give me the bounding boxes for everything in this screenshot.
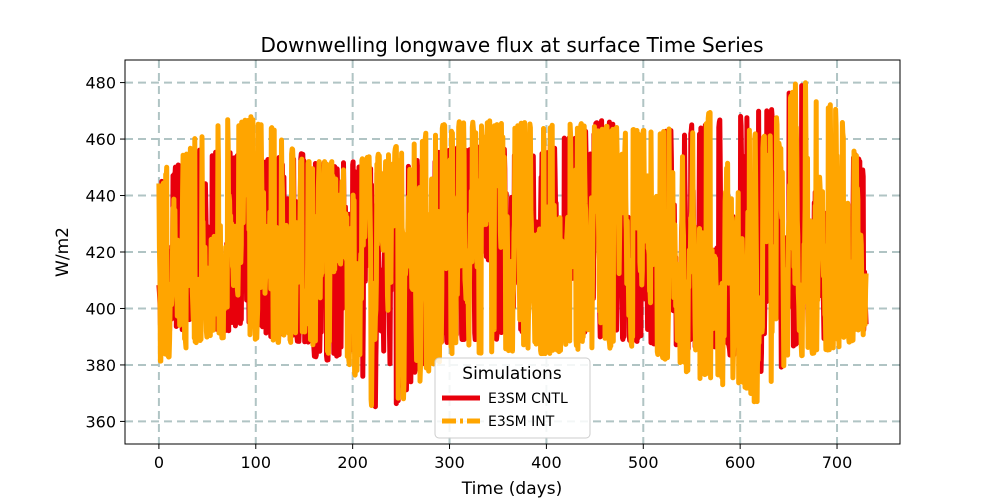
x-tick-label: 400 bbox=[531, 453, 562, 472]
y-tick-label: 360 bbox=[85, 412, 116, 431]
y-tick-label: 460 bbox=[85, 130, 116, 149]
y-tick-label: 400 bbox=[85, 299, 116, 318]
x-tick-label: 0 bbox=[154, 453, 164, 472]
legend-label-int: E3SM INT bbox=[488, 414, 555, 430]
x-tick-label: 100 bbox=[241, 453, 272, 472]
x-tick-label: 600 bbox=[725, 453, 756, 472]
y-tick-label: 440 bbox=[85, 187, 116, 206]
x-tick-label: 300 bbox=[434, 453, 465, 472]
x-tick-label: 200 bbox=[337, 453, 368, 472]
x-tick-label: 500 bbox=[628, 453, 659, 472]
legend-box bbox=[434, 357, 591, 439]
x-axis: 0 100 200 300 400 500 600 700 bbox=[154, 444, 852, 472]
legend: Simulations E3SM CNTL E3SM INT bbox=[434, 357, 591, 439]
series-layer bbox=[156, 80, 869, 410]
y-axis-label: W/m2 bbox=[53, 227, 73, 277]
series-line-int bbox=[156, 80, 869, 408]
legend-label-cntl: E3SM CNTL bbox=[488, 391, 568, 407]
x-axis-label: Time (days) bbox=[461, 479, 562, 499]
y-tick-label: 480 bbox=[85, 74, 116, 93]
chart-title: Downwelling longwave flux at surface Tim… bbox=[260, 33, 763, 57]
y-tick-label: 380 bbox=[85, 356, 116, 375]
legend-title: Simulations bbox=[462, 364, 562, 384]
y-axis: 360 380 400 420 440 460 480 bbox=[85, 74, 125, 431]
y-tick-label: 420 bbox=[85, 243, 116, 262]
x-tick-label: 700 bbox=[822, 453, 853, 472]
